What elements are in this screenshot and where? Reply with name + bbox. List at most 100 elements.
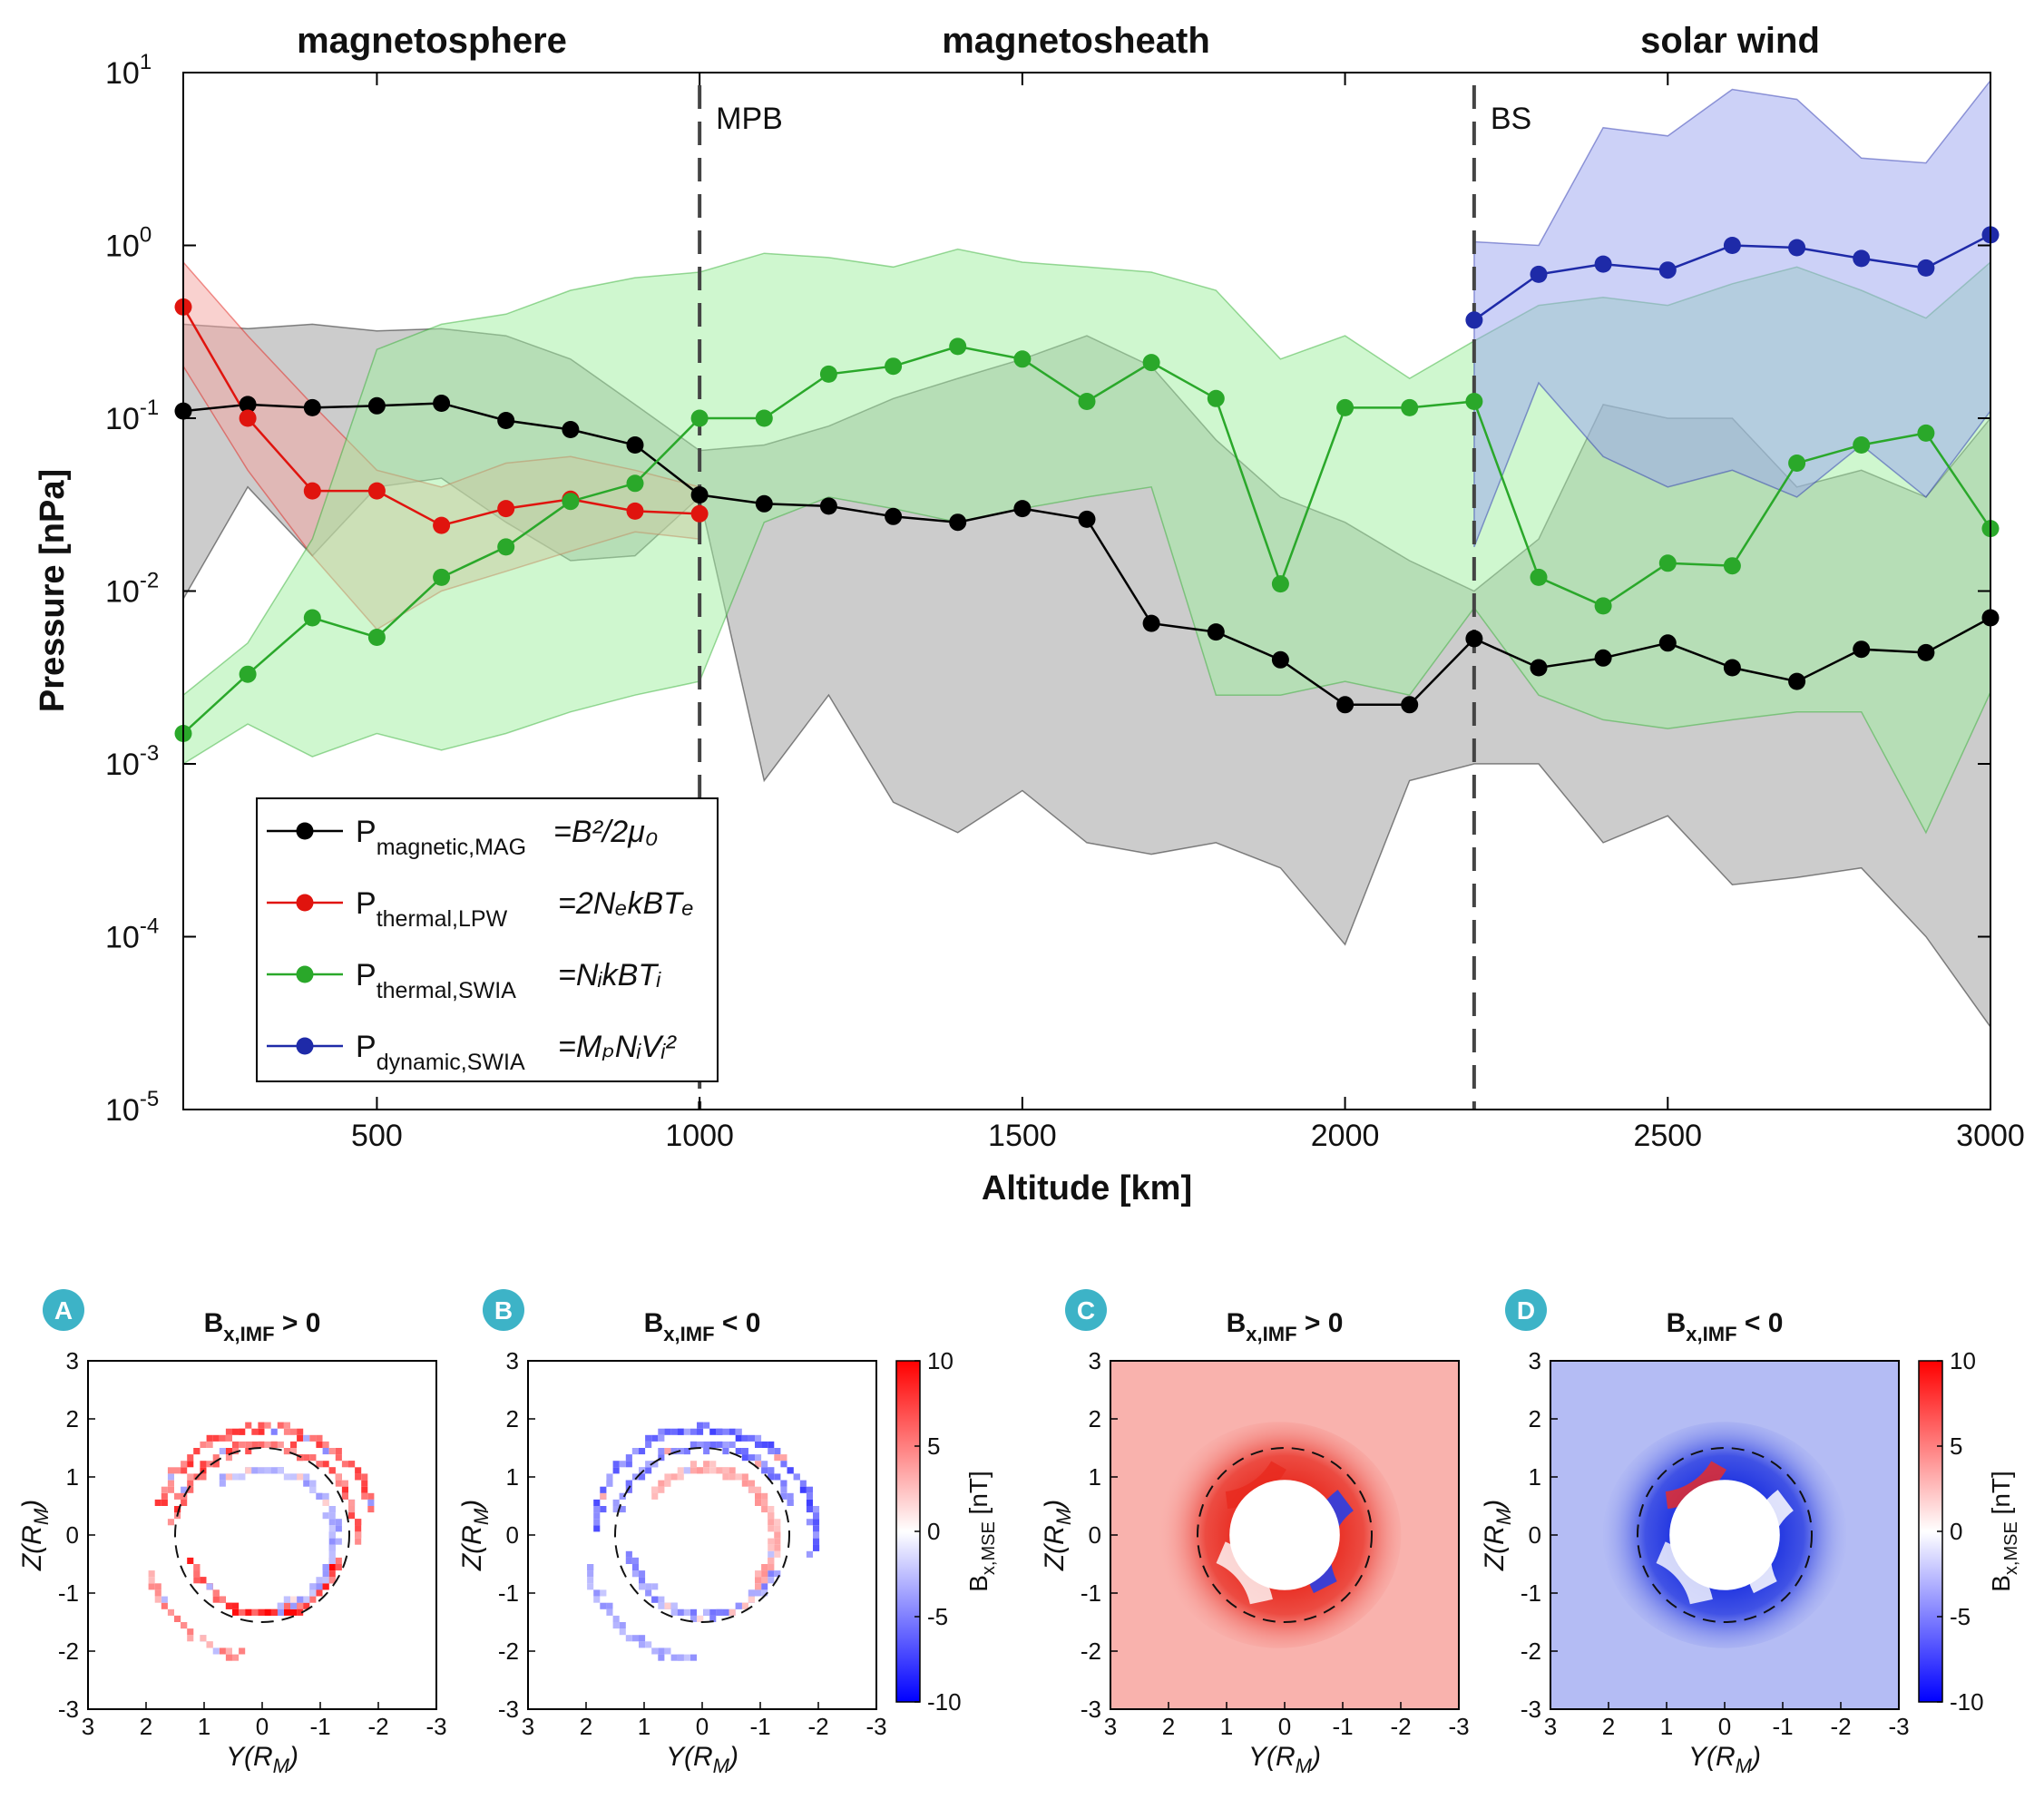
map-cell: [768, 1525, 775, 1532]
map-panel-B: B Bx,IMF < 03 2 1 0 -1 -2 -33210-1-2-3Y(RM)Z(RM…: [457, 1289, 887, 1777]
panel-title: Bx,IMF < 0: [1667, 1308, 1784, 1345]
y-tick-label: 10-2: [105, 569, 159, 610]
map-cell: [709, 1441, 717, 1448]
map-background: [528, 1361, 876, 1709]
map-cell: [277, 1422, 284, 1429]
region-label: magnetosphere: [297, 21, 567, 61]
colorbar-tick-label: -5: [927, 1603, 948, 1630]
map-cell: [212, 1434, 220, 1442]
data-point: [1530, 568, 1548, 586]
map-cell: [187, 1557, 194, 1564]
map-cell: [683, 1428, 690, 1435]
map-cell: [722, 1448, 729, 1455]
data-point: [1465, 630, 1483, 648]
map-cell: [658, 1480, 665, 1487]
data-point: [239, 396, 257, 414]
map-cell: [658, 1654, 665, 1661]
map-cell: [328, 1557, 336, 1564]
map-cell: [593, 1512, 601, 1520]
x-tick-label: -3: [1888, 1713, 1909, 1740]
map-cell: [774, 1448, 781, 1455]
map-cell: [361, 1486, 368, 1493]
x-tick-label: -2: [1390, 1713, 1411, 1740]
map-cell: [735, 1473, 742, 1481]
data-point: [562, 493, 580, 511]
map-cell: [689, 1428, 697, 1435]
map-cell: [761, 1506, 768, 1513]
map-cell: [651, 1461, 659, 1468]
map-cell: [348, 1512, 356, 1520]
map-cell: [755, 1499, 762, 1506]
map-cell: [729, 1473, 736, 1481]
map-cell: [258, 1441, 265, 1448]
x-tick-label: 0: [696, 1713, 709, 1740]
map-cell: [593, 1596, 601, 1603]
data-point: [1013, 500, 1032, 518]
map-cell: [355, 1525, 362, 1532]
map-cell: [245, 1608, 252, 1616]
map-cell: [335, 1557, 342, 1564]
data-point: [1853, 436, 1871, 454]
panel-badge: [43, 1289, 84, 1331]
map-cell: [174, 1492, 181, 1500]
map-cell: [239, 1608, 246, 1616]
data-point: [949, 337, 967, 356]
map-cell: [768, 1506, 775, 1513]
map-cell: [768, 1557, 775, 1564]
map-cell: [251, 1441, 259, 1448]
y-tick-label: 3: [506, 1347, 519, 1374]
map-cell: [297, 1434, 304, 1442]
map-cell: [677, 1467, 684, 1474]
map-cell: [309, 1589, 317, 1597]
y-tick-label: -2: [1081, 1638, 1101, 1665]
map-cell: [283, 1473, 290, 1481]
map-cell: [612, 1461, 620, 1468]
map-panel-A: A Bx,IMF > 03 2 1 0 -1 -2 -33210-1-2-3Y(RM)Z(RM…: [17, 1289, 447, 1777]
map-cell: [670, 1608, 678, 1616]
map-cell: [813, 1538, 820, 1545]
map-cell: [154, 1499, 161, 1506]
data-point: [1723, 659, 1741, 677]
map-cell: [768, 1467, 775, 1474]
planet-disk: [1229, 1480, 1340, 1590]
map-cell: [187, 1461, 194, 1468]
x-tick-label: 3: [82, 1713, 94, 1740]
x-tick-label: 3: [522, 1713, 534, 1740]
map-cell: [335, 1525, 342, 1532]
boundary-labels: MPB BS: [716, 102, 1531, 136]
map-cell: [309, 1486, 317, 1493]
data-point: [367, 629, 386, 646]
map-cell: [309, 1480, 317, 1487]
y-tick-label: 10-4: [105, 914, 159, 955]
map-cell: [322, 1570, 329, 1578]
map-cell: [645, 1589, 652, 1597]
map-cell: [806, 1550, 813, 1558]
map-cell: [780, 1461, 787, 1468]
map-content: [1110, 1361, 1459, 1709]
map-cell: [670, 1473, 678, 1481]
map-cell: [722, 1467, 729, 1474]
map-cell: [664, 1647, 671, 1655]
data-point: [1788, 239, 1806, 257]
map-cell: [355, 1531, 362, 1539]
map-cell: [651, 1596, 659, 1603]
map-cell: [625, 1635, 632, 1642]
map-cell: [774, 1454, 781, 1462]
map-cell: [813, 1525, 820, 1532]
data-point: [433, 516, 451, 534]
map-cell: [167, 1608, 174, 1616]
map-cell: [587, 1577, 594, 1584]
map-cell: [200, 1441, 207, 1448]
map-cell: [309, 1596, 317, 1603]
planet-disk: [1669, 1480, 1780, 1590]
colorbar-tick-label: 5: [927, 1432, 940, 1460]
map-cell: [600, 1602, 607, 1609]
map-cell: [689, 1461, 697, 1468]
map-cell: [316, 1434, 323, 1442]
x-tick-label: 1500: [988, 1119, 1057, 1153]
x-tick-label: 2: [1162, 1713, 1175, 1740]
x-tick-label: 2000: [1311, 1119, 1380, 1153]
map-cell: [335, 1473, 342, 1481]
map-cell: [187, 1628, 194, 1636]
data-point: [433, 568, 451, 586]
